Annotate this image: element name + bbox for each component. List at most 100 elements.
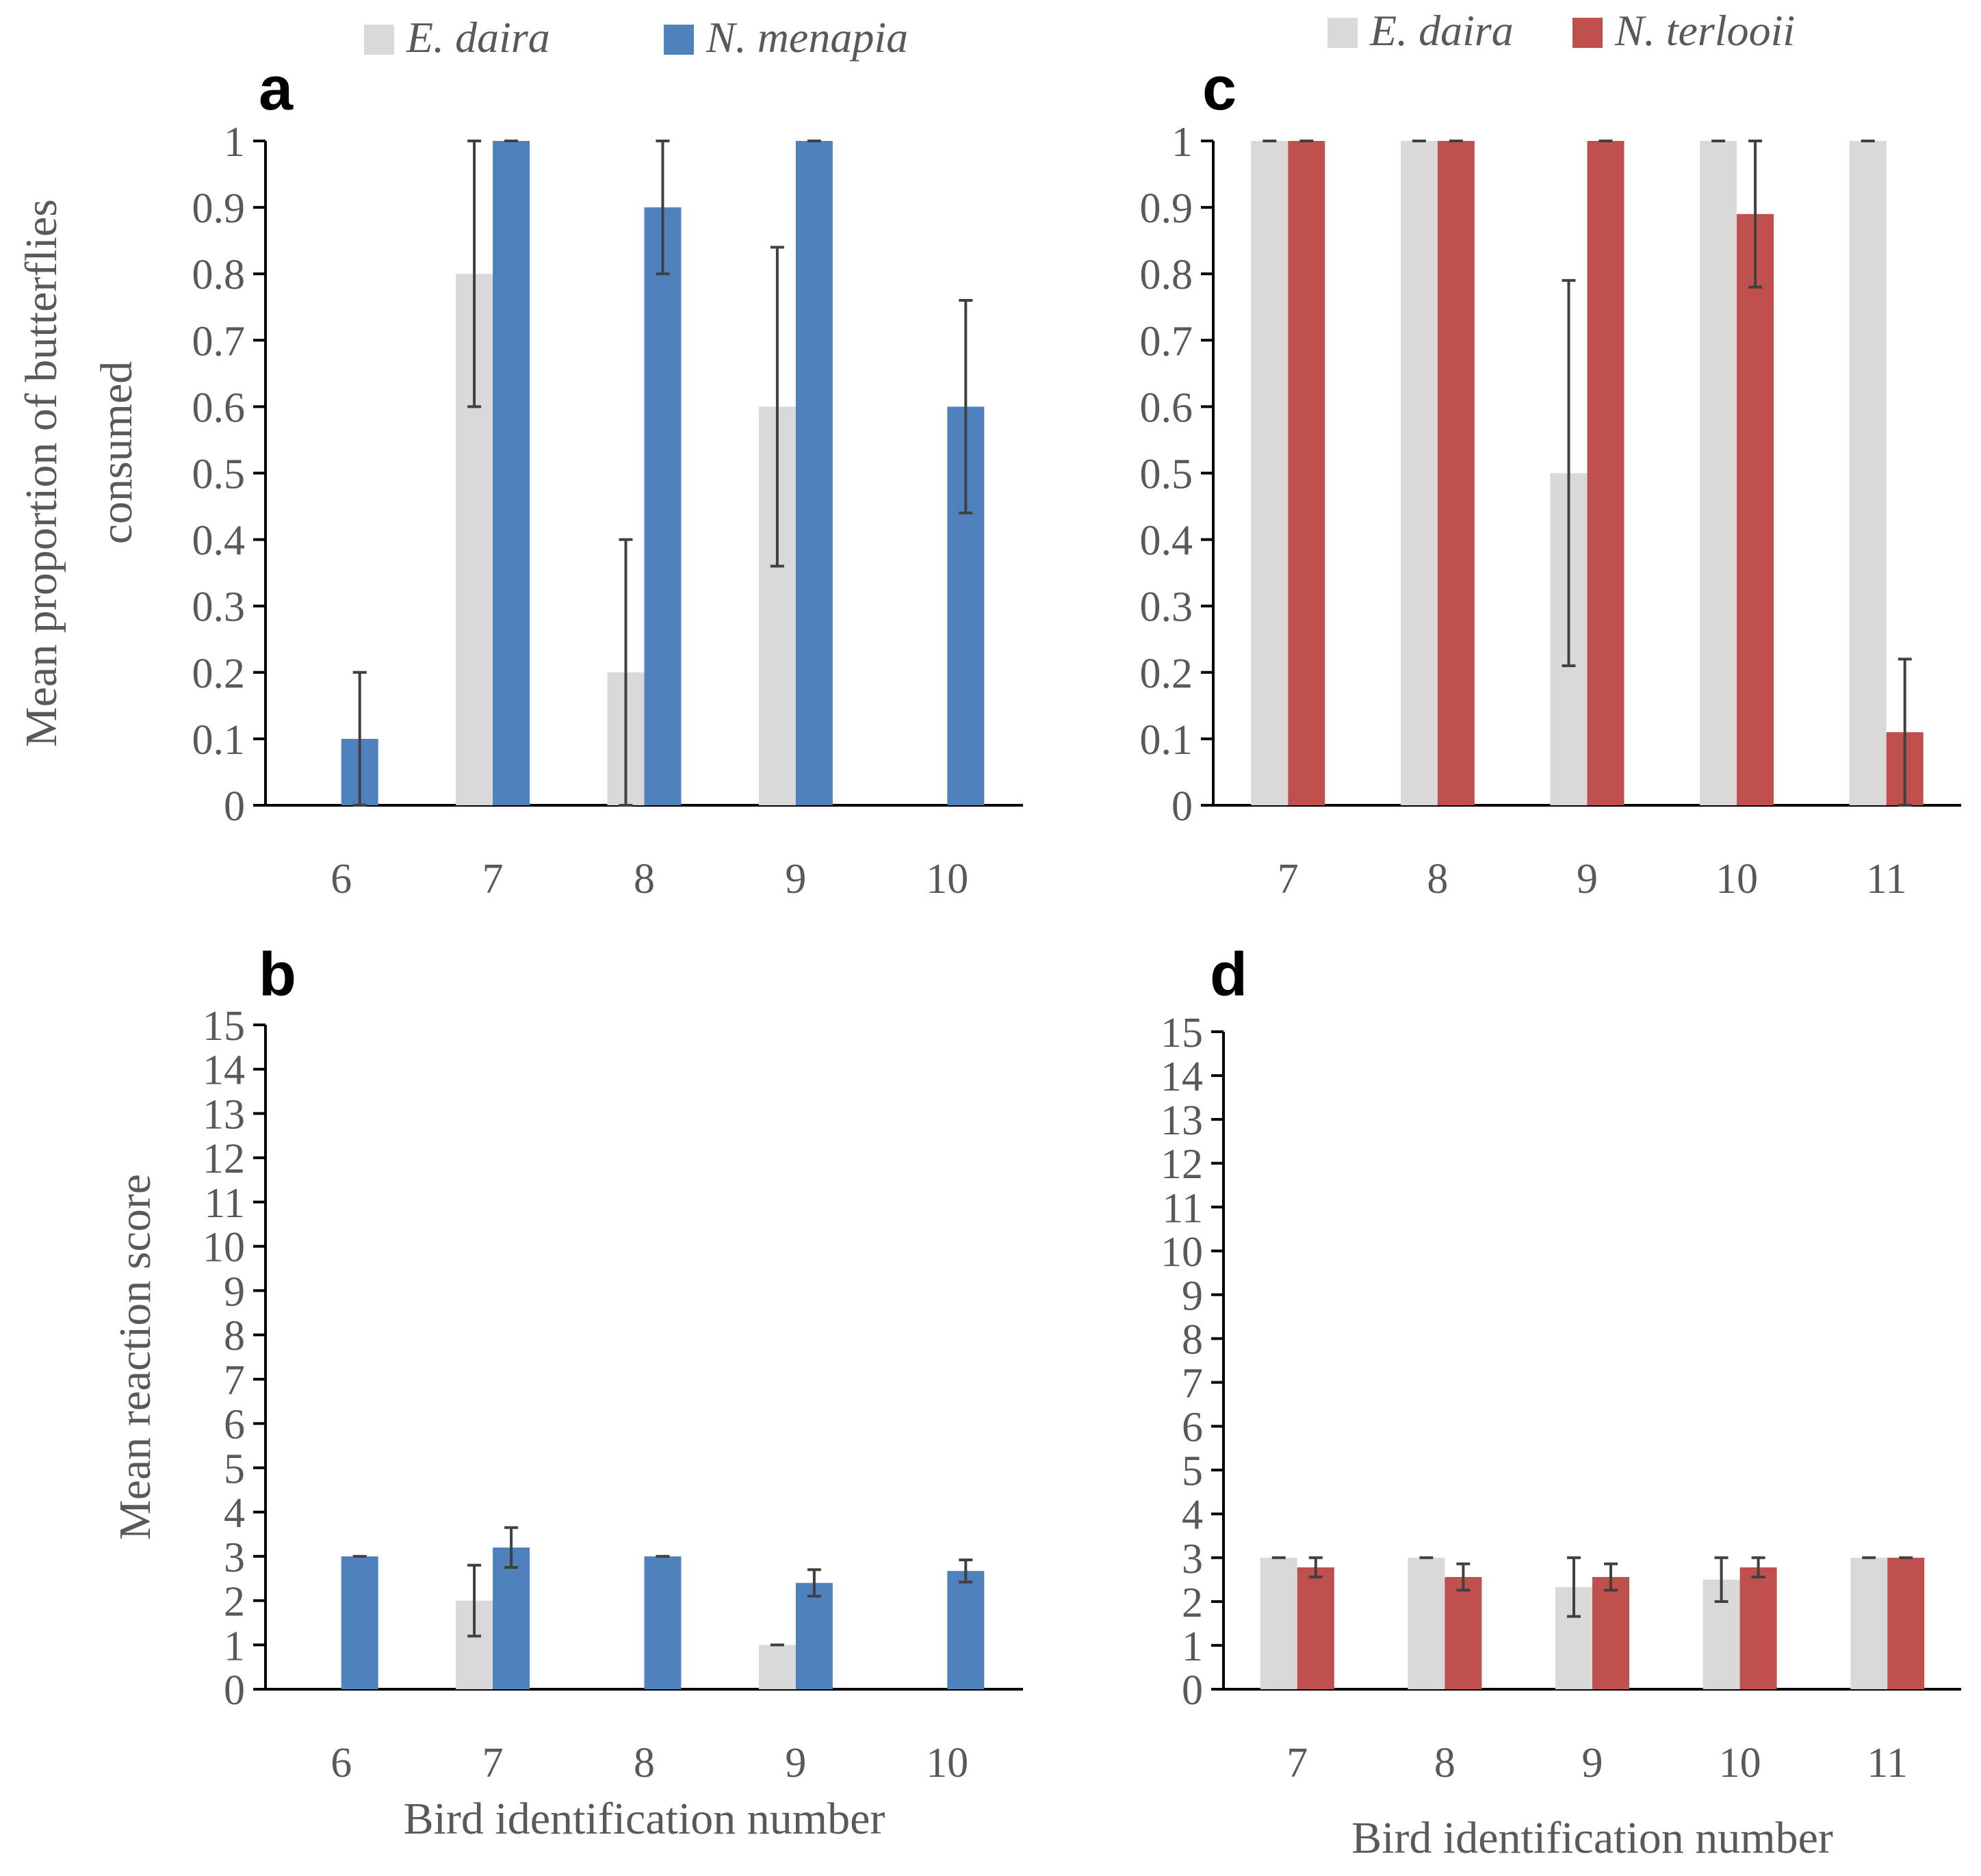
x-tick-label: 9 [785,1740,806,1786]
y-tick-label: 7 [224,1357,245,1404]
y-tick-label: 0 [224,1667,245,1714]
y-tick-label: 0.8 [192,252,246,298]
bar-nterlooii [1739,1567,1777,1689]
x-axis-label: Bird identification number [404,1794,885,1844]
legend-label: N. terlooii [1614,6,1795,55]
panel-a: a 0 0.1 0.2 0.3 0.4 0.5 0.6 0.7 0.8 0.9 1 6 7 8 9 10 Mean… [16,55,1023,902]
y-tick-label: 0.7 [1140,318,1193,365]
y-tick-label: 0 [1182,1667,1203,1714]
bar-nmenapia [947,1571,985,1689]
y-tick-label: 5 [1182,1448,1203,1495]
bar-nmenapia [644,207,682,806]
y-tick-label: 4 [224,1490,245,1537]
bar-edaira [1700,141,1737,805]
y-tick-label: 1 [224,119,245,166]
x-tick-label: 11 [1867,1740,1908,1786]
bar-edaira [1260,1557,1297,1689]
y-tick-label: 4 [1182,1492,1203,1539]
y-tick-label: 1 [1182,1624,1203,1670]
y-tick-label: 0.6 [1140,385,1193,431]
legend-a: E. daira N. menapia [364,13,908,62]
y-tick-label: 9 [224,1268,245,1315]
y-tick-label: 0.1 [192,717,246,764]
y-tick-label: 6 [1182,1405,1203,1451]
y-tick-label: 5 [224,1446,245,1492]
legend-swatch [364,25,394,55]
bar-nmenapia [493,141,530,805]
y-tick-label: 10 [203,1225,245,1271]
y-tick-label: 0 [224,783,245,830]
x-tick-label: 7 [1278,856,1299,902]
y-tick-label: 14 [1161,1054,1203,1100]
y-tick-label: 0.3 [192,584,246,631]
y-tick-label: 0.9 [1140,185,1193,232]
x-tick-label: 7 [482,1740,504,1786]
y-tick-label: 0.2 [1140,651,1193,697]
x-tick-label: 9 [1577,856,1598,902]
y-tick-label: 13 [203,1091,245,1138]
x-tick-label: 7 [1286,1740,1308,1786]
x-tick-label: 10 [1715,856,1758,902]
bar-edaira [1408,1557,1445,1689]
x-tick-label: 10 [926,1740,968,1786]
legend-c: E. daira N. terlooii [1328,6,1795,55]
panel-letter: d [1210,941,1247,1009]
x-tick-label: 9 [1582,1740,1603,1786]
y-tick-label: 11 [1162,1185,1203,1232]
bar-edaira [1251,141,1289,805]
y-tick-label: 6 [224,1402,245,1448]
y-tick-label: 1 [1171,119,1193,166]
bar-edaira [1850,1557,1888,1689]
y-tick-label: 13 [1161,1097,1203,1144]
x-axis-label: Bird identification number [1351,1813,1833,1863]
y-tick-label: 3 [1182,1536,1203,1582]
y-tick-label: 0.2 [192,651,246,697]
y-tick-label: 12 [203,1136,245,1182]
y-tick-label: 11 [204,1180,245,1227]
legend-label: E. daira [1369,6,1514,55]
x-tick-label: 10 [1719,1740,1761,1786]
y-tick-label: 0.5 [1140,452,1193,498]
y-tick-label: 0.9 [192,185,246,232]
x-tick-label: 8 [634,856,655,902]
y-tick-label: 7 [1182,1361,1203,1407]
bar-nterlooii [1737,213,1774,805]
panel-letter: b [259,941,296,1009]
bar-nmenapia [644,1556,682,1689]
panel-c: c 0 0.1 0.2 0.3 0.4 0.5 0.6 0.7 0.8 0.9 1 7 8 9 10 11 [1140,55,1961,902]
bar-nmenapia [795,141,833,805]
y-tick-label: 15 [1161,1010,1203,1056]
bar-edaira [1849,141,1887,805]
y-tick-label: 3 [224,1535,245,1581]
bar-nterlooii [1587,141,1624,805]
y-tick-label: 8 [1182,1316,1203,1363]
y-axis-label: Mean proportion of butterflies [16,199,66,747]
y-tick-label: 10 [1161,1229,1203,1275]
x-tick-label: 11 [1866,856,1907,902]
y-tick-label: 0.4 [192,518,246,564]
y-tick-label: 0.3 [1140,584,1193,631]
bar-nterlooii [1437,141,1475,805]
bar-nterlooii [1288,141,1325,805]
y-tick-label: 15 [203,1003,245,1050]
bar-edaira [758,1645,796,1689]
bar-nterlooii [1887,1557,1925,1689]
y-tick-label: 9 [1182,1273,1203,1319]
bar-nterlooii [1445,1576,1482,1689]
panel-letter: c [1202,55,1236,123]
bar-nmenapia [493,1547,530,1689]
bar-edaira [1400,141,1438,805]
y-tick-label: 0.8 [1140,252,1193,298]
legend-swatch [1572,18,1603,48]
legend-label: N. menapia [705,13,908,62]
y-tick-label: 12 [1161,1141,1203,1188]
bar-nterlooii [1592,1576,1629,1689]
y-tick-label: 0 [1171,783,1193,830]
y-tick-label: 0.7 [192,318,246,365]
y-tick-label: 0.5 [192,452,246,498]
x-tick-label: 6 [331,1740,352,1786]
bar-nmenapia [795,1582,833,1689]
legend-label: E. daira [406,13,550,62]
